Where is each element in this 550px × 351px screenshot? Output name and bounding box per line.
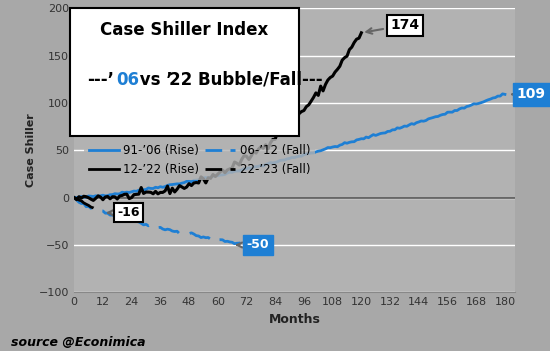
- Text: -16: -16: [108, 206, 140, 219]
- Text: vs ’: vs ’: [134, 71, 172, 89]
- Text: 174: 174: [366, 18, 419, 34]
- Legend: 91-’06 (Rise), 12-’22 (Rise), 06-’12 (Fall), 22-’23 (Fall): 91-’06 (Rise), 12-’22 (Rise), 06-’12 (Fa…: [85, 139, 315, 180]
- Text: source @Econimica: source @Econimica: [11, 336, 146, 349]
- Text: -50: -50: [237, 238, 269, 252]
- Text: Case Shiller Index: Case Shiller Index: [100, 21, 268, 39]
- Text: 06: 06: [116, 71, 139, 89]
- FancyBboxPatch shape: [70, 8, 299, 136]
- Y-axis label: Case Shiller: Case Shiller: [26, 113, 36, 187]
- Text: ---’: ---’: [87, 71, 114, 89]
- Text: 22 Bubble/Fall---: 22 Bubble/Fall---: [169, 71, 322, 89]
- X-axis label: Months: Months: [268, 313, 320, 326]
- Text: 109: 109: [512, 87, 546, 101]
